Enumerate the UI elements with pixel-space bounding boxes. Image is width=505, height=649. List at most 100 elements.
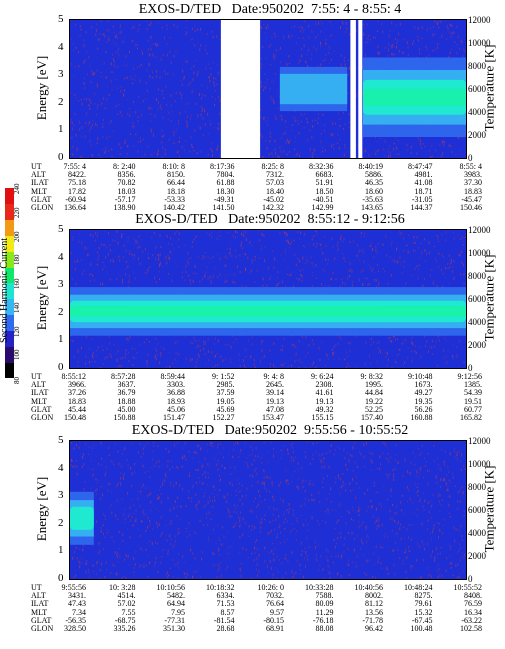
ephemeris-value: 64.94 (167, 599, 185, 609)
ephemeris-value: 4981. (414, 170, 433, 180)
ephemeris-value: 153.47 (262, 413, 284, 422)
ephemeris-value: 1995. (365, 380, 383, 390)
ephemeris-value: -53.33 (164, 194, 185, 204)
color-bar-tick: 220 (13, 207, 21, 218)
color-bar-tick: 160 (13, 278, 21, 290)
ephemeris-value: 15.32 (414, 607, 433, 617)
ephemeris-value: 46.35 (365, 178, 383, 188)
ephemeris-value: 10:48:24 (404, 583, 433, 592)
ephemeris-row-label: MLT (31, 186, 48, 196)
ephemeris-value: 351.30 (163, 624, 185, 633)
ephemeris-row-label: MLT (31, 607, 48, 617)
color-bar-tick: 200 (13, 231, 21, 242)
color-bar-segment (5, 298, 14, 316)
ephemeris-value: -76.18 (312, 615, 334, 625)
color-bar-segment (5, 219, 14, 236)
ephemeris-value: 8422. (68, 170, 86, 180)
color-bar-tick: 140 (13, 302, 21, 313)
ephemeris-value: 10:40:56 (354, 583, 383, 592)
ephemeris-value: 45.69 (216, 404, 235, 414)
ephemeris-value: 144.37 (410, 203, 433, 212)
y-tick-label: 0 (58, 572, 64, 584)
color-bar (5, 188, 14, 379)
ephemeris-value: 81.12 (365, 599, 383, 609)
ephemeris-value: 150.88 (113, 413, 136, 422)
ephemeris-row-label: UT (31, 583, 42, 592)
ephemeris-value: 140.42 (163, 203, 185, 212)
ephemeris-value: 8:59:44 (160, 372, 185, 381)
ephemeris-row-label: ILAT (31, 599, 49, 609)
color-bar-tick: 100 (13, 349, 21, 361)
ephemeris-value: -35.63 (362, 194, 383, 204)
ephemeris-row-label: ILAT (31, 178, 49, 188)
ephemeris-value: 160.88 (410, 413, 433, 422)
y2-tick-label: 8000 (468, 482, 486, 492)
ephemeris-value: 151.47 (163, 413, 185, 422)
color-bar-segment (5, 283, 14, 300)
panel-3-ylabel: Energy [eV] (34, 476, 50, 542)
ephemeris-value: 39.14 (266, 388, 284, 398)
data-gap-2 (358, 20, 363, 158)
spectrogram-3 (70, 441, 466, 595)
ephemeris-value: 7804. (216, 170, 235, 180)
ephemeris-value: 142.99 (311, 203, 334, 212)
ephemeris-value: -56.35 (65, 615, 86, 625)
panel-2-title: EXOS-D/TED Date:950202 8:55:12 - 9:12:56 (135, 212, 405, 227)
band-feature-0 (279, 66, 348, 112)
panel-3-ephemeris: UT ALT ILAT MLT GLAT GLON 9:55:56 3431. 47.43 7.3… (31, 583, 482, 636)
ephemeris-value: -49.31 (213, 194, 235, 204)
ephemeris-value: 66.44 (167, 178, 185, 188)
spectrogram-2 (70, 230, 466, 384)
ephemeris-value: 80.09 (315, 599, 334, 609)
ephemeris-value: 8:40:19 (358, 162, 383, 171)
ephemeris-value: 8275. (414, 591, 433, 601)
ephemeris-value: 5482. (167, 591, 185, 601)
ephemeris-value: 47.43 (68, 599, 86, 609)
ephemeris-value: 150.48 (64, 413, 86, 422)
color-bar-segment (5, 314, 14, 331)
y-tick-label: 3 (58, 278, 64, 291)
y2-tick-label: 4000 (468, 107, 486, 117)
y-tick-label: 0 (58, 361, 64, 373)
ephemeris-value: 36.88 (167, 388, 185, 398)
ephemeris-row-label: UT (31, 372, 42, 381)
ephemeris-row-label: UT (31, 162, 42, 171)
y-tick-label: 4 (58, 250, 64, 263)
ephemeris-value: 18.88 (117, 396, 136, 406)
ephemeris-value: 9: 4: 8 (263, 372, 284, 381)
y-tick-label: 2 (58, 95, 64, 108)
ephemeris-value: 45.00 (117, 404, 136, 414)
ephemeris-row-label: GLON (31, 413, 54, 422)
ephemeris-value: 335.26 (113, 624, 136, 633)
ephemeris-value: 328.50 (64, 624, 86, 633)
ephemeris-value: 11.29 (315, 607, 334, 617)
color-bar-segment (5, 251, 14, 268)
ephemeris-value: 8.57 (220, 607, 235, 617)
ephemeris-value: 41.61 (315, 388, 334, 398)
y2-tick-label: 6000 (468, 505, 486, 515)
ephemeris-value: 76.59 (464, 599, 482, 609)
ephemeris-value: -57.17 (114, 194, 136, 204)
y2-tick-label: 10000 (468, 248, 491, 258)
ephemeris-value: 96.42 (365, 624, 383, 633)
ephemeris-value: 8:55:12 (61, 372, 86, 381)
ephemeris-value: 9:10:48 (408, 372, 433, 381)
y-tick-label: 1 (58, 123, 64, 136)
ephemeris-value: 3431. (68, 591, 86, 601)
ephemeris-value: -40.51 (312, 194, 334, 204)
ephemeris-value: 19.51 (464, 396, 482, 406)
ephemeris-value: 19.13 (315, 396, 334, 406)
ephemeris-value: 19.05 (216, 396, 235, 406)
y2-tick-label: 6000 (468, 294, 486, 304)
ephemeris-value: 8:57:28 (111, 372, 136, 381)
y2-tick-label: 4000 (468, 317, 486, 327)
ephemeris-value: 45.06 (167, 404, 185, 414)
ephemeris-value: 2985. (216, 380, 235, 390)
ephemeris-row-label: ILAT (31, 388, 49, 398)
ephemeris-value: -60.94 (65, 194, 86, 204)
ephemeris-value: 13.56 (365, 607, 383, 617)
ephemeris-value: 3966. (68, 380, 86, 390)
ephemeris-value: 47.08 (266, 404, 284, 414)
y2-tick-label: 6000 (468, 84, 486, 94)
ephemeris-value: 51.91 (315, 178, 334, 188)
